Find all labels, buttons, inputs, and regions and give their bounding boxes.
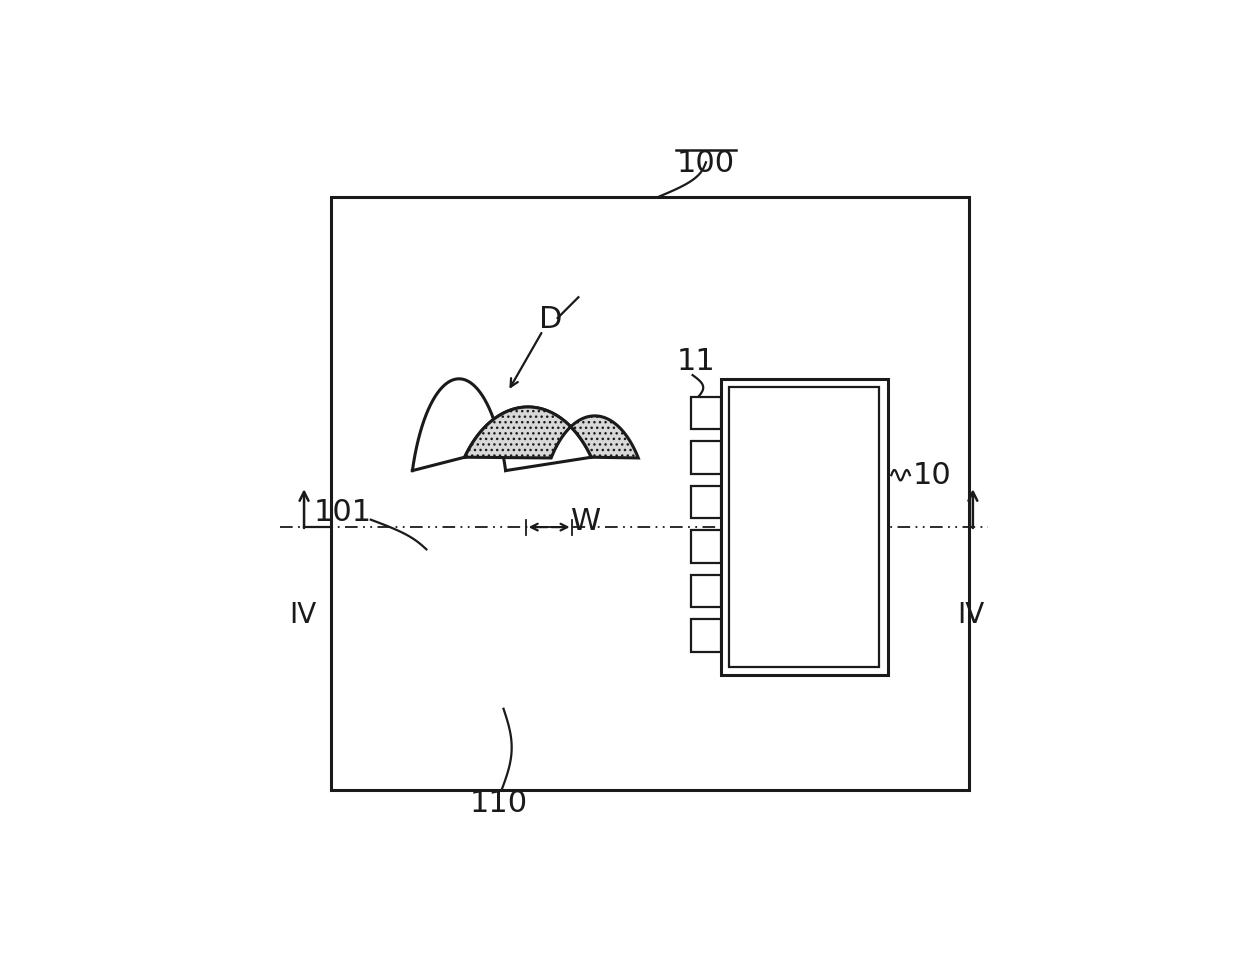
Bar: [691, 441, 720, 474]
Bar: [691, 530, 720, 562]
Text: 110: 110: [469, 790, 527, 819]
Bar: [691, 485, 720, 518]
Polygon shape: [465, 407, 639, 458]
Text: IV: IV: [290, 601, 317, 629]
Text: D: D: [538, 305, 562, 334]
Bar: [331, 197, 970, 791]
Text: 100: 100: [677, 149, 735, 178]
Bar: [729, 387, 879, 667]
Bar: [691, 575, 720, 608]
Text: W: W: [570, 508, 601, 536]
Bar: [720, 378, 888, 675]
Bar: [691, 619, 720, 652]
Bar: [691, 397, 720, 429]
Text: 101: 101: [314, 498, 372, 527]
Text: 11: 11: [677, 348, 715, 377]
Text: 10: 10: [913, 460, 951, 490]
Text: IV: IV: [957, 601, 985, 629]
